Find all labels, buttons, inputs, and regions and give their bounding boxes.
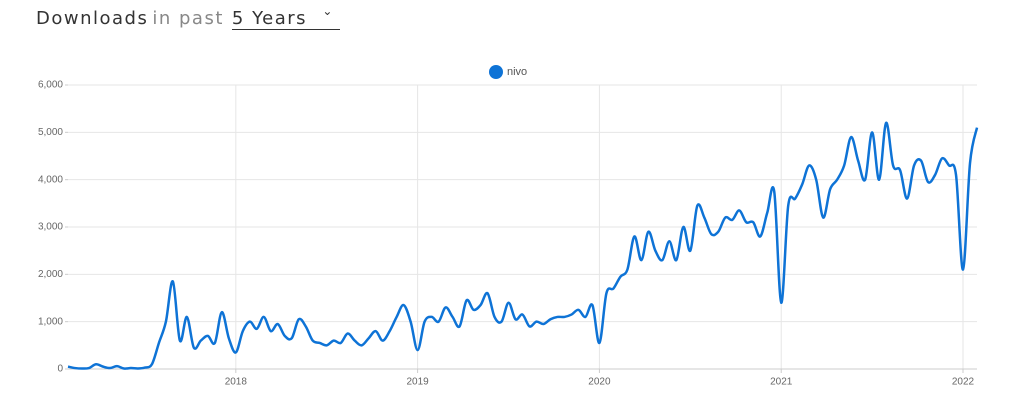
title: Downloads [36, 8, 149, 29]
x-tick-label: 2021 [770, 377, 793, 388]
line [67, 121, 979, 370]
connector: in past [152, 8, 224, 29]
legend-label: nivo [507, 66, 527, 78]
y-tick-label: 3,000 [38, 222, 63, 233]
x-tick-label: 2019 [406, 377, 429, 388]
header: Downloads in past 5 Years [36, 4, 340, 30]
legend-swatch [489, 65, 503, 79]
x-tick-label: 2018 [225, 377, 248, 388]
y-tick-label: 1,000 [38, 316, 63, 327]
y-tick-label: 6,000 [38, 80, 63, 91]
y-tick-label: 2,000 [38, 269, 63, 280]
x-tick-label: 2020 [588, 377, 611, 388]
y-tick-label: 5,000 [38, 127, 63, 138]
y-tick-label: 0 [57, 364, 63, 375]
period-select[interactable]: 5 Years [231, 4, 340, 30]
y-tick-label: 4,000 [38, 174, 63, 185]
x-tick-label: 2022 [952, 377, 975, 388]
